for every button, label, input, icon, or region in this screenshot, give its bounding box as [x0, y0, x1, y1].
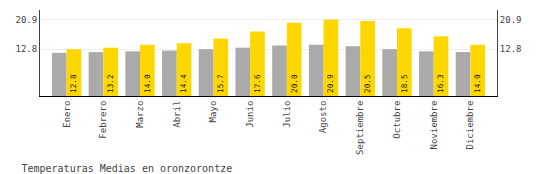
svg-text:20.9: 20.9 — [500, 15, 522, 25]
svg-text:20.9: 20.9 — [326, 74, 335, 93]
svg-text:12.8: 12.8 — [69, 74, 78, 93]
svg-text:Temperaturas Medias en oronzor: Temperaturas Medias en oronzorontze — [21, 163, 232, 174]
svg-text:Julio: Julio — [282, 101, 292, 128]
svg-text:Mayo: Mayo — [208, 101, 218, 123]
svg-text:Febrero: Febrero — [98, 101, 108, 139]
svg-text:Diciembre: Diciembre — [465, 101, 475, 150]
svg-text:20.5: 20.5 — [363, 74, 372, 93]
svg-text:Septiembre: Septiembre — [355, 101, 365, 155]
svg-text:17.6: 17.6 — [253, 74, 262, 93]
svg-text:Marzo: Marzo — [135, 101, 145, 128]
svg-text:Octubre: Octubre — [392, 101, 402, 139]
svg-text:12.8: 12.8 — [500, 44, 522, 54]
svg-text:Junio: Junio — [245, 101, 255, 128]
svg-text:20.9: 20.9 — [16, 15, 38, 25]
svg-text:14.4: 14.4 — [179, 74, 188, 93]
svg-text:Abril: Abril — [172, 101, 182, 128]
svg-text:14.0: 14.0 — [143, 74, 152, 93]
svg-text:20.0: 20.0 — [290, 74, 299, 93]
svg-text:Noviembre: Noviembre — [429, 101, 439, 150]
svg-text:13.2: 13.2 — [106, 74, 115, 93]
svg-text:14.0: 14.0 — [473, 74, 482, 93]
svg-text:15.7: 15.7 — [216, 74, 225, 93]
svg-text:16.3: 16.3 — [436, 74, 445, 93]
svg-text:Agosto: Agosto — [318, 101, 328, 134]
svg-text:Enero: Enero — [62, 101, 72, 128]
svg-text:12.8: 12.8 — [16, 44, 38, 54]
svg-text:18.5: 18.5 — [400, 74, 409, 93]
